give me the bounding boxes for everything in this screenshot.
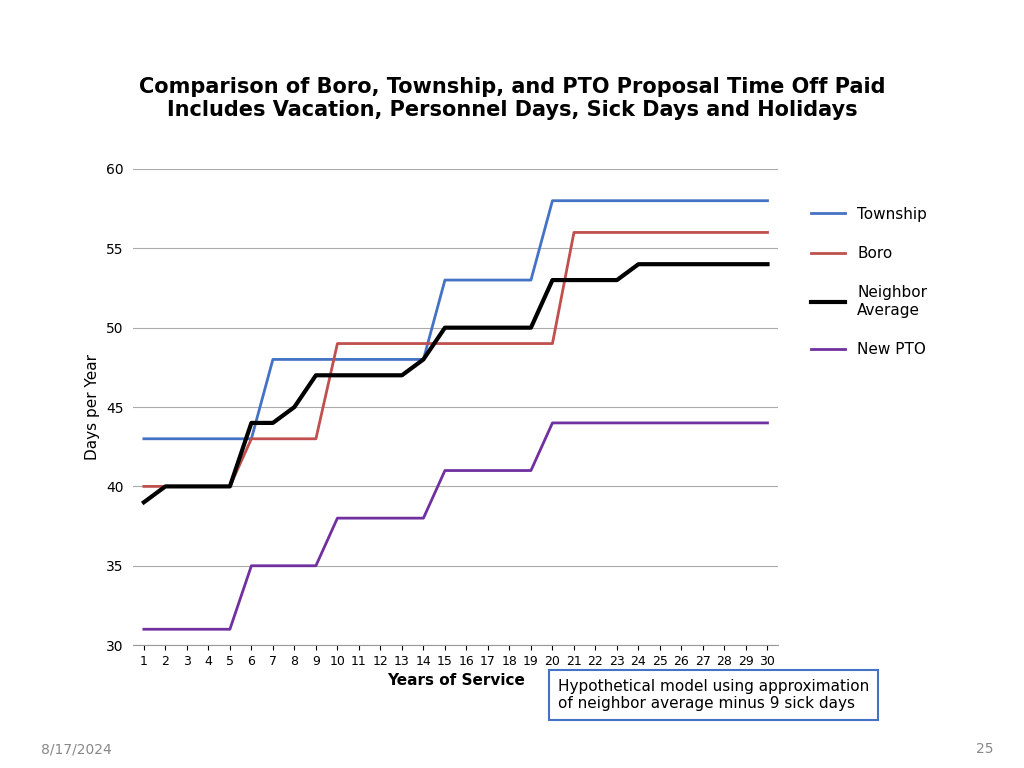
Text: Hypothetical model using approximation
of neighbor average minus 9 sick days: Hypothetical model using approximation o…	[558, 679, 869, 711]
Legend: Township, Boro, Neighbor
Average, New PTO: Township, Boro, Neighbor Average, New PT…	[805, 200, 933, 363]
Text: Comparison of Boro, Township, and PTO Proposal Time Off Paid
Includes Vacation, : Comparison of Boro, Township, and PTO Pr…	[138, 77, 886, 120]
Text: 8/17/2024: 8/17/2024	[41, 743, 112, 756]
Y-axis label: Days per Year: Days per Year	[85, 354, 100, 460]
Text: 25: 25	[976, 743, 993, 756]
X-axis label: Years of Service: Years of Service	[387, 674, 524, 688]
